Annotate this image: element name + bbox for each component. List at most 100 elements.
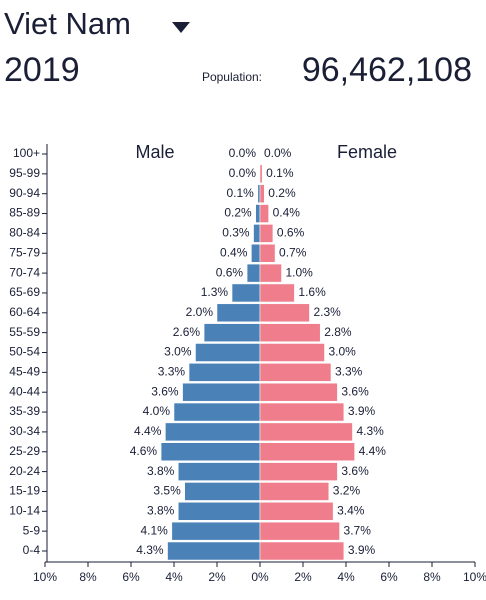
population-label: Population:	[202, 70, 262, 84]
value-label: 2.0%	[186, 305, 214, 319]
population-value: 96,462,108	[302, 51, 472, 89]
value-label: 3.3%	[335, 365, 363, 379]
bar	[160, 442, 261, 461]
value-label: 0.2%	[268, 186, 296, 200]
bar	[216, 303, 261, 323]
bar	[167, 541, 261, 561]
bar	[259, 502, 334, 521]
bar	[178, 502, 261, 521]
bar	[182, 382, 261, 402]
bar	[259, 541, 345, 561]
value-label: 3.7%	[344, 523, 372, 537]
bar	[259, 402, 345, 422]
y-tick-label: 5-9	[23, 523, 41, 537]
value-label: 3.6%	[341, 384, 369, 398]
value-label: 3.4%	[337, 503, 365, 517]
bar	[259, 204, 269, 223]
bar	[259, 363, 332, 382]
value-label: 0.6%	[277, 226, 305, 240]
dropdown-arrow[interactable]	[172, 22, 190, 33]
bar	[259, 323, 321, 342]
bar	[259, 422, 353, 442]
y-tick-label: 80-84	[9, 226, 40, 240]
bar	[259, 244, 276, 263]
y-tick-label: 45-49	[9, 365, 40, 379]
bar	[259, 303, 310, 323]
y-tick-label: 85-89	[9, 206, 40, 220]
bar	[178, 462, 261, 481]
x-tick-label: 8%	[423, 570, 441, 584]
bar	[259, 482, 330, 501]
value-label: 0.0%	[229, 166, 257, 180]
value-label: 3.9%	[348, 404, 376, 418]
bar	[173, 402, 261, 422]
value-label: 3.3%	[158, 365, 186, 379]
y-tick-label: 0-4	[23, 543, 41, 557]
series-label: Male	[135, 142, 174, 162]
bar	[257, 184, 261, 203]
x-tick-label: 0%	[251, 570, 269, 584]
value-label: 0.0%	[229, 146, 257, 160]
value-label: 4.3%	[136, 543, 164, 557]
x-tick-label: 10%	[33, 570, 57, 584]
value-label: 4.4%	[134, 424, 162, 438]
x-tick-label: 4%	[337, 570, 355, 584]
x-tick-label: 6%	[122, 570, 140, 584]
x-tick-label: 6%	[380, 570, 398, 584]
value-label: 2.6%	[173, 325, 201, 339]
value-label: 2.3%	[313, 305, 341, 319]
value-label: 4.1%	[140, 523, 168, 537]
bar	[259, 283, 295, 303]
value-label: 3.0%	[329, 345, 357, 359]
y-tick-label: 40-44	[9, 384, 40, 398]
value-label: 4.0%	[143, 404, 171, 418]
year: 2019	[4, 51, 80, 89]
value-label: 4.3%	[356, 424, 384, 438]
value-label: 1.0%	[286, 265, 314, 279]
value-label: 0.1%	[226, 186, 254, 200]
y-tick-label: 50-54	[9, 345, 40, 359]
value-label: 0.4%	[220, 245, 248, 259]
value-label: 1.3%	[201, 285, 229, 299]
value-label: 2.8%	[324, 325, 352, 339]
bar	[255, 204, 261, 223]
y-tick-label: 25-29	[9, 444, 40, 458]
value-label: 0.3%	[222, 226, 250, 240]
y-tick-label: 100+	[13, 146, 40, 160]
value-label: 3.6%	[151, 384, 179, 398]
bar	[246, 263, 261, 283]
x-tick-label: 2%	[208, 570, 226, 584]
y-tick-label: 35-39	[9, 404, 40, 418]
value-label: 4.4%	[359, 444, 387, 458]
bar	[259, 382, 338, 402]
bar	[259, 224, 274, 243]
y-tick-label: 90-94	[9, 186, 40, 200]
bar	[259, 462, 338, 481]
country-title: Viet Nam	[4, 6, 131, 41]
value-label: 3.9%	[348, 543, 376, 557]
value-label: 3.8%	[147, 464, 175, 478]
bar	[259, 184, 265, 203]
bar	[231, 283, 261, 303]
y-tick-label: 60-64	[9, 305, 40, 319]
y-tick-label: 95-99	[9, 166, 40, 180]
value-label: 0.6%	[216, 265, 244, 279]
value-label: 3.0%	[164, 345, 192, 359]
y-tick-label: 20-24	[9, 464, 40, 478]
bar	[203, 323, 261, 342]
y-tick-label: 10-14	[9, 503, 40, 517]
y-tick-label: 30-34	[9, 424, 40, 438]
bar	[259, 521, 340, 541]
y-tick-label: 15-19	[9, 484, 40, 498]
bar	[253, 224, 261, 243]
value-label: 0.0%	[264, 146, 292, 160]
value-label: 3.2%	[333, 484, 361, 498]
bar	[195, 343, 261, 362]
value-label: 4.6%	[130, 444, 158, 458]
x-tick-label: 4%	[165, 570, 183, 584]
value-label: 0.7%	[279, 245, 307, 259]
x-tick-label: 8%	[79, 570, 97, 584]
bar	[259, 442, 355, 461]
